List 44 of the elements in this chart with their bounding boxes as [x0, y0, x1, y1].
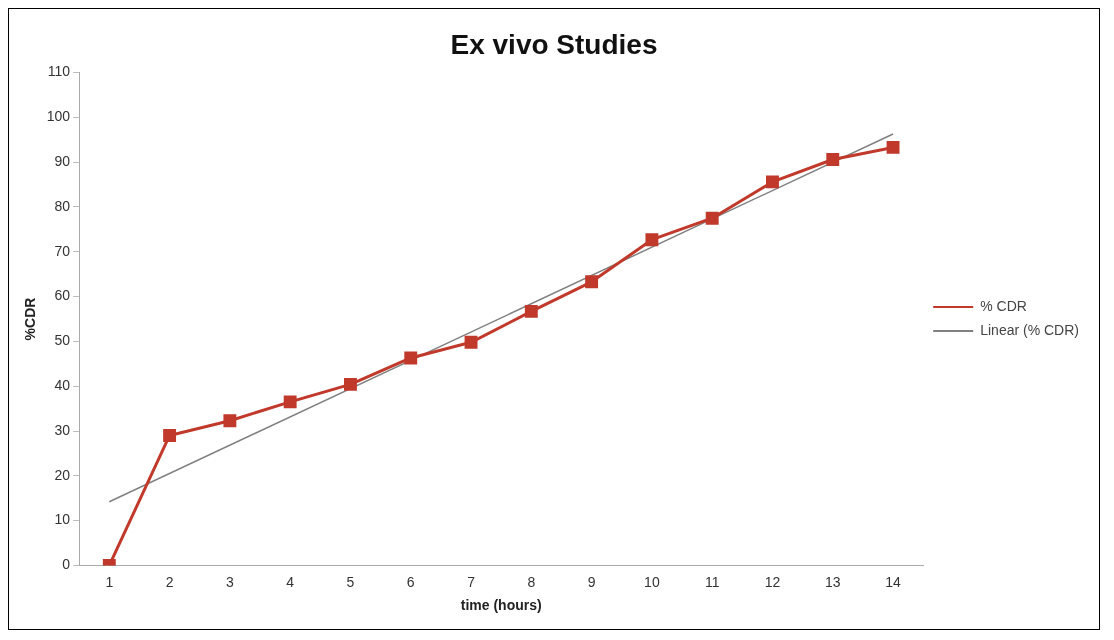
x-axis-title: time (hours)	[460, 597, 542, 614]
point	[886, 140, 900, 154]
point	[826, 153, 840, 166]
y-tick-label: 110	[47, 63, 71, 80]
x-tick-label: 14	[885, 573, 902, 590]
y-tick-label: 80	[54, 197, 71, 214]
x-tick-label: 12	[764, 573, 781, 590]
chart-title: Ex vivo Studies	[450, 28, 658, 60]
x-tick-label: 7	[467, 573, 476, 590]
y-tick-label: 0	[62, 556, 71, 573]
x-tick-label: 1	[105, 573, 114, 590]
x-tick-label: 8	[527, 573, 536, 590]
point	[705, 211, 719, 225]
y-tick-label: 50	[54, 332, 71, 349]
point	[585, 275, 599, 289]
x-tick-label: 6	[406, 573, 415, 590]
y-tick-label: 40	[54, 377, 71, 394]
y-tick-label: 20	[54, 466, 71, 483]
legend-label: % CDR	[980, 297, 1027, 314]
point	[344, 377, 357, 391]
point	[464, 335, 478, 349]
point	[163, 429, 177, 442]
y-tick-label: 30	[54, 421, 71, 438]
x-tick-label: 5	[346, 573, 355, 590]
y-tick-label: 100	[46, 108, 71, 125]
point	[404, 351, 418, 365]
x-tick-label: 4	[286, 573, 295, 590]
x-tick-label: 13	[824, 573, 841, 590]
y-tick-label: 70	[54, 242, 71, 259]
x-tick-label: 9	[587, 573, 596, 590]
point	[223, 414, 237, 428]
x-tick-label: 10	[644, 573, 660, 590]
y-tick-label: 90	[54, 153, 71, 170]
y-axis-title: %CDR	[22, 297, 39, 341]
x-tick-label: 11	[704, 573, 720, 590]
legend-label: Linear (% CDR)	[980, 321, 1080, 338]
y-tick-label: 60	[54, 287, 71, 304]
point	[766, 175, 779, 189]
point	[283, 395, 297, 409]
point	[645, 233, 659, 247]
y-tick-label: 10	[54, 511, 71, 528]
point	[524, 304, 538, 318]
x-tick-label: 2	[165, 573, 174, 590]
x-tick-label: 3	[225, 573, 234, 590]
